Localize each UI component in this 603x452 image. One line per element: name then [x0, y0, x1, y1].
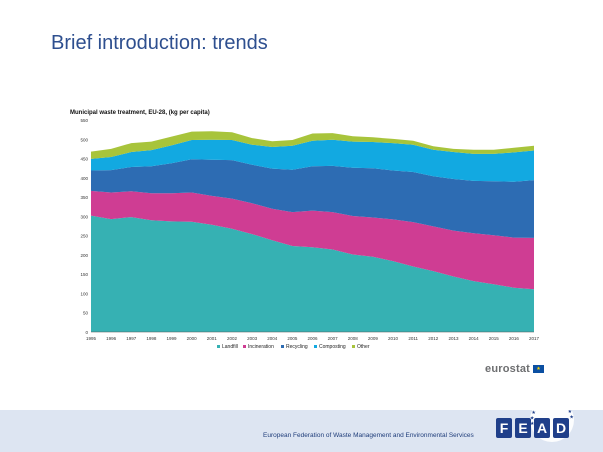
y-tick-label: 400 — [80, 176, 88, 181]
y-tick-label: 100 — [80, 291, 88, 296]
y-tick-label: 350 — [80, 195, 88, 200]
fead-letter-box — [515, 418, 531, 438]
area-incineration — [91, 190, 534, 290]
star-icon: ★ — [531, 410, 536, 416]
fead-letter: A — [537, 420, 547, 436]
x-tick-label: 1998 — [146, 336, 157, 341]
y-tick-label: 300 — [80, 214, 88, 219]
x-tick-label: 2002 — [227, 336, 238, 341]
x-tick-label: 2015 — [489, 336, 500, 341]
x-axis-ticks: 1995 1996 1997 1998 1999 2000 2001 2002 2003 2004… — [86, 336, 540, 341]
x-tick-label: 2008 — [348, 336, 359, 341]
area-recycling — [91, 159, 534, 238]
x-tick-label: 2017 — [529, 336, 540, 341]
y-axis-ticks: 0 50 100 150 200 250 300 350 400 450 500 550 — [80, 118, 88, 335]
x-tick-label: 2004 — [267, 336, 278, 341]
x-tick-label: 1996 — [106, 336, 117, 341]
y-tick-label: 550 — [80, 118, 88, 123]
chart-areas — [91, 131, 534, 332]
fead-letter-box — [534, 418, 550, 438]
star-icon: ★ — [530, 415, 535, 421]
x-tick-label: 2016 — [509, 336, 520, 341]
x-tick-label: 2013 — [448, 336, 459, 341]
area-other — [91, 131, 534, 159]
fead-letter: D — [556, 420, 566, 436]
area-landfill — [91, 215, 534, 332]
fead-letter: F — [500, 420, 509, 436]
legend-label-recycling: Recycling — [286, 344, 308, 350]
x-tick-label: 2006 — [307, 336, 318, 341]
x-tick-label: 2009 — [368, 336, 379, 341]
x-tick-label: 2012 — [428, 336, 439, 341]
legend-label-landfill: Landfill — [222, 344, 238, 350]
y-tick-label: 150 — [80, 272, 88, 277]
x-tick-label: 2011 — [408, 336, 418, 341]
fead-letter-box — [553, 418, 569, 438]
legend-swatch-other — [352, 345, 355, 348]
y-tick-label: 50 — [83, 311, 89, 316]
x-tick-label: 2014 — [469, 336, 480, 341]
legend-label-composting: Composting — [319, 344, 346, 350]
legend-label-other: Other — [357, 344, 370, 350]
y-tick-label: 500 — [80, 137, 88, 142]
x-tick-label: 2001 — [207, 336, 218, 341]
fead-letter: E — [518, 420, 527, 436]
area-composting — [91, 139, 534, 182]
x-tick-label: 2005 — [287, 336, 298, 341]
legend-swatch-recycling — [281, 345, 284, 348]
x-tick-label: 1997 — [126, 336, 137, 341]
legend-swatch-landfill — [217, 345, 220, 348]
x-tick-label: 1999 — [167, 336, 178, 341]
star-icon: ★ — [530, 421, 535, 427]
y-tick-label: 250 — [80, 234, 88, 239]
chart-title: Municipal waste treatment, EU-28, (kg pe… — [70, 110, 210, 116]
y-tick-label: 0 — [85, 330, 88, 335]
fead-stars-icon: ★★★ ★★ — [530, 410, 574, 427]
eurostat-wordmark: eurostat — [485, 363, 530, 375]
footer-text: European Federation of Waste Management … — [263, 432, 474, 439]
slide-title: Brief introduction: trends — [51, 32, 268, 54]
eurostat-logo: eurostat ★ — [485, 363, 544, 375]
fead-letter-box — [496, 418, 512, 438]
y-tick-label: 200 — [80, 253, 88, 258]
eu-flag-icon: ★ — [533, 365, 544, 373]
legend-swatch-incineration — [243, 345, 246, 348]
x-tick-label: 2007 — [328, 336, 339, 341]
y-tick-label: 450 — [80, 157, 88, 162]
legend-swatch-composting — [314, 345, 317, 348]
x-tick-label: 2010 — [388, 336, 399, 341]
star-icon: ★ — [568, 410, 573, 415]
x-tick-label: 2000 — [187, 336, 198, 341]
x-tick-label: 1995 — [86, 336, 97, 341]
chart-legend: Landfill Incineration Recycling Composting O… — [217, 344, 370, 350]
legend-label-incineration: Incineration — [248, 344, 274, 350]
star-icon: ★ — [569, 414, 574, 420]
x-tick-label: 2003 — [247, 336, 258, 341]
